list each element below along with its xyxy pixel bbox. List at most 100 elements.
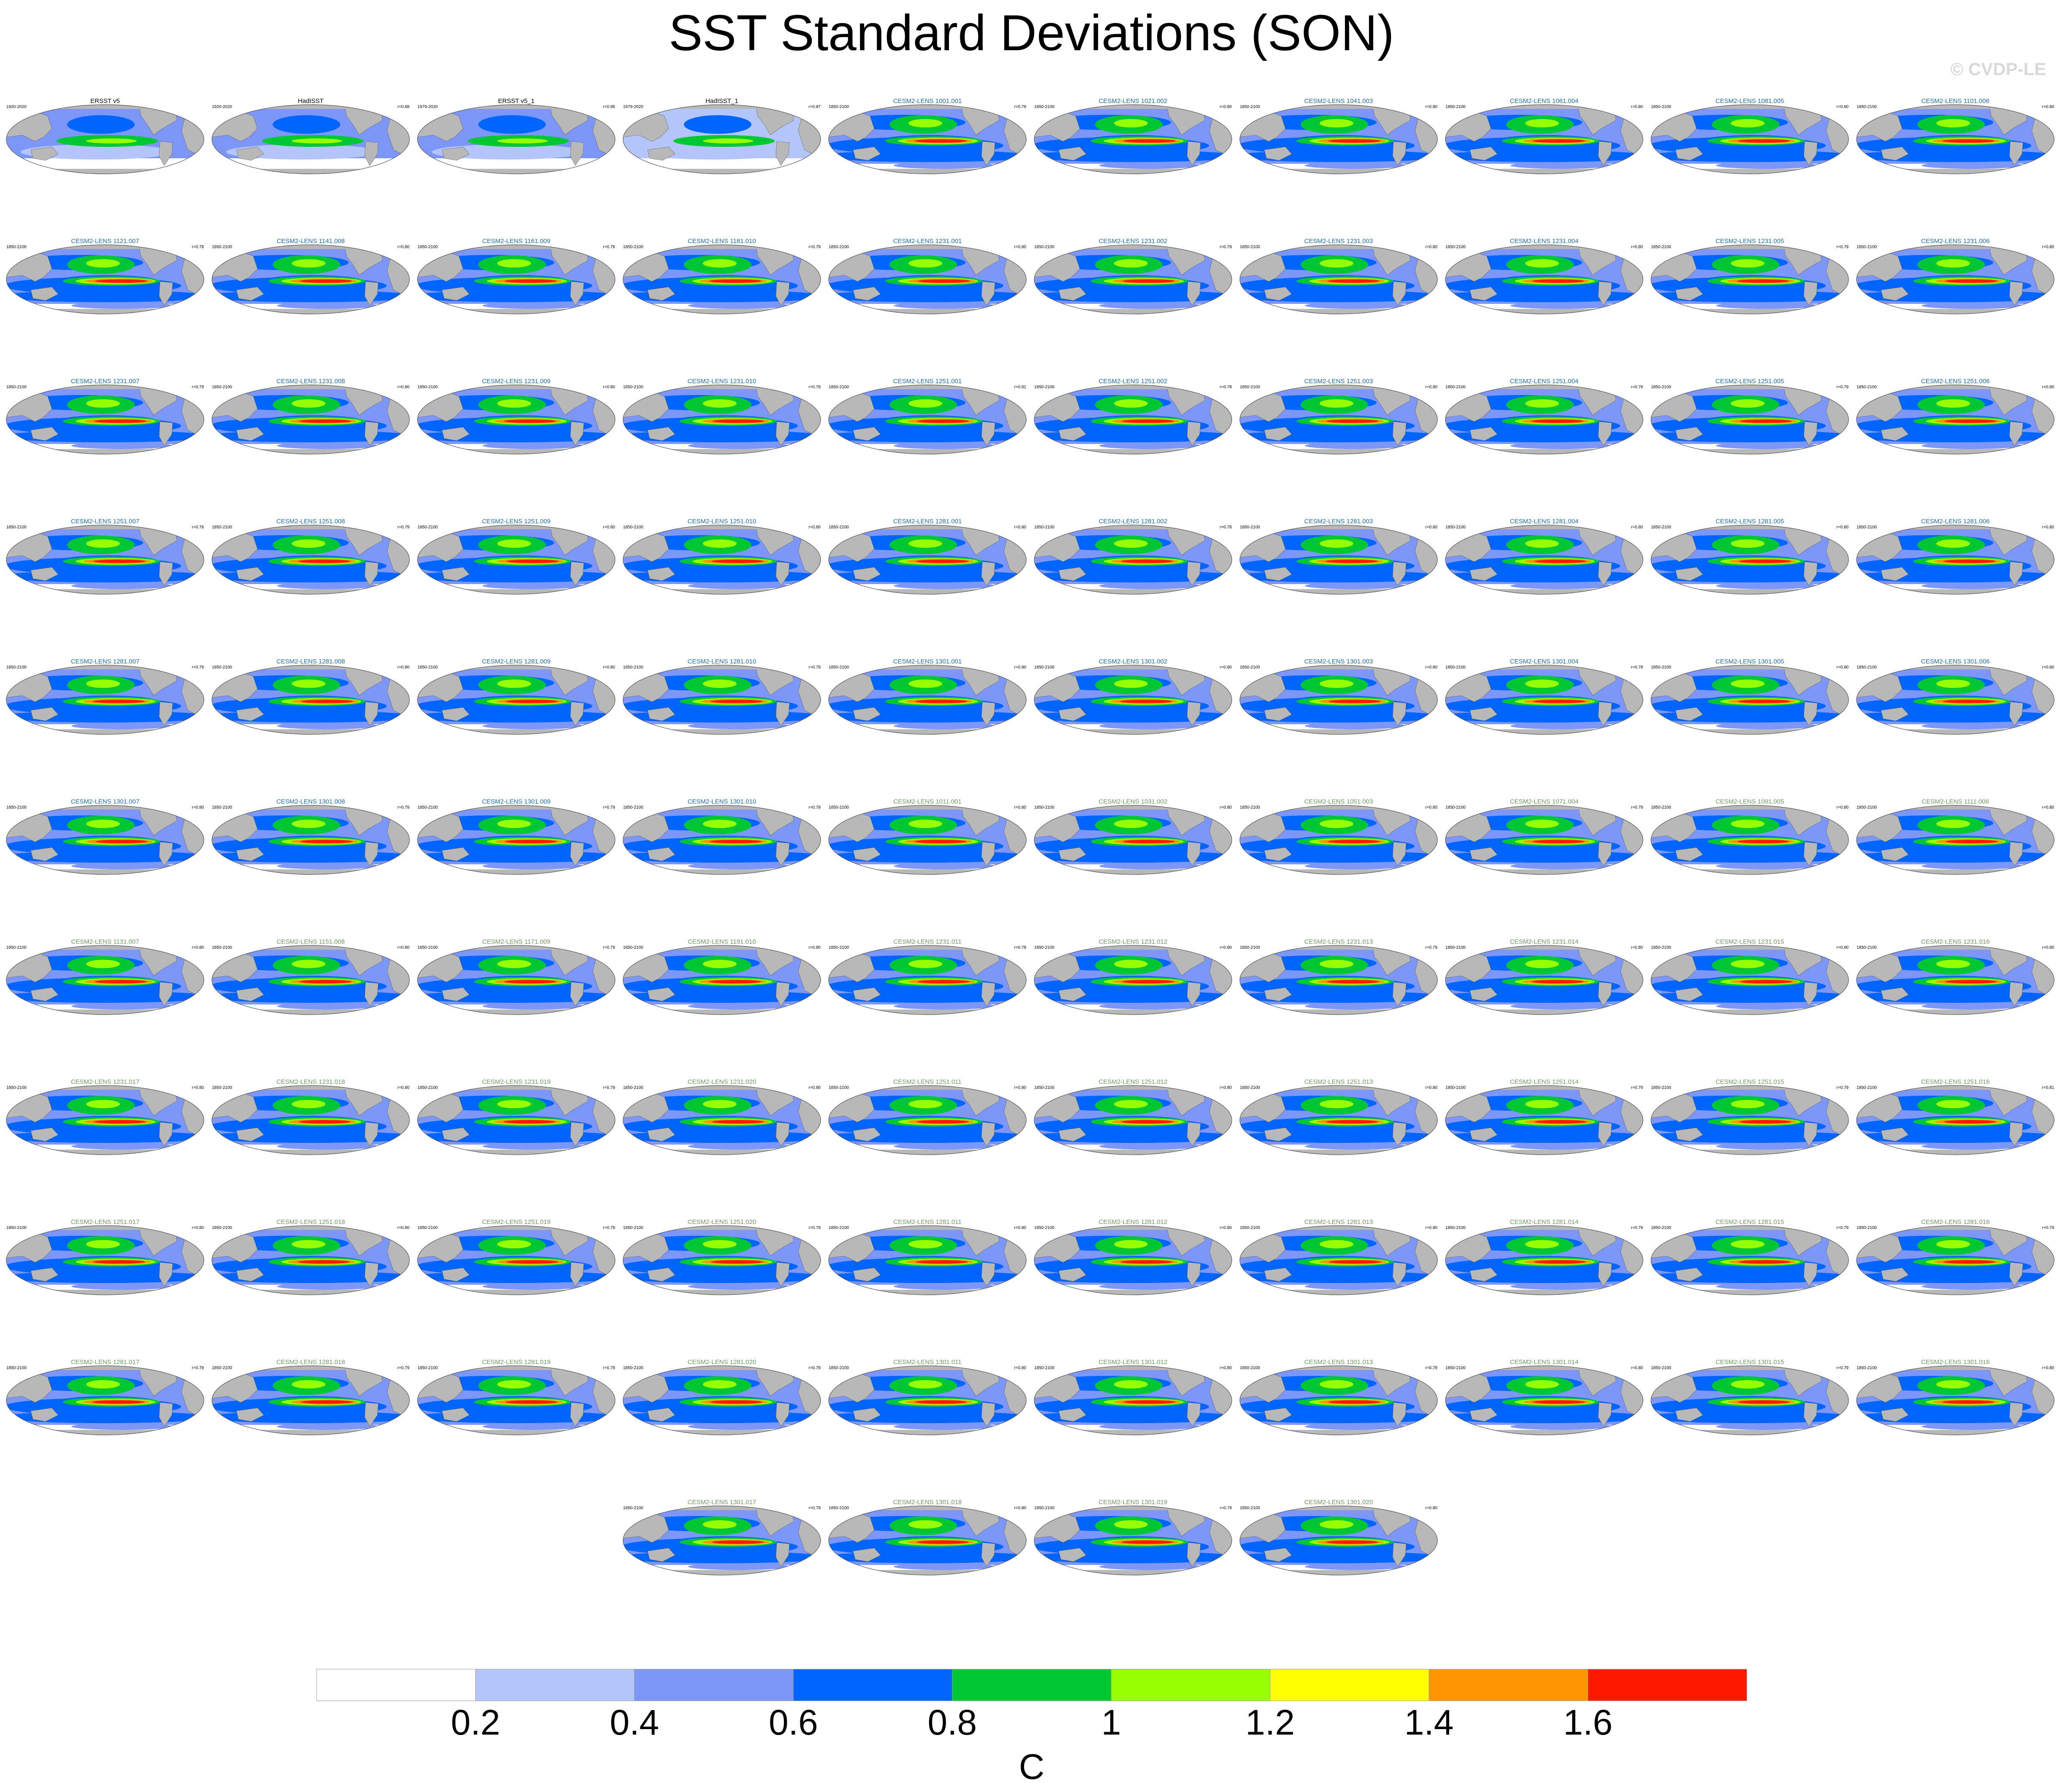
sst-field <box>417 665 615 734</box>
map-panel: CESM2-LENS 1231.006 1850-2100 r=0.80 <box>1856 238 2055 314</box>
panel-period: 1850-2100 <box>212 1366 232 1370</box>
map-panel: CESM2-LENS 1301.018 1850-2100 r=0.80 <box>828 1499 1027 1575</box>
sst-field <box>1857 385 2054 454</box>
map-panel: CESM2-LENS 1231.008 1850-2100 r=0.80 <box>211 378 410 455</box>
panel-period: 1850-2100 <box>1857 245 1877 249</box>
panel-period: 1850-2100 <box>1445 105 1466 109</box>
sst-field <box>212 1085 409 1155</box>
map-panel: CESM2-LENS 1231.004 1850-2100 r=0.80 <box>1445 238 1643 314</box>
map-panel: CESM2-LENS 1031.002 1850-2100 r=0.80 <box>1034 798 1232 875</box>
panel-title: CESM2-LENS 1231.005 <box>1716 238 1784 245</box>
panel-title: CESM2-LENS 1151.008 <box>277 938 344 945</box>
panel-title: CESM2-LENS 1281.012 <box>1099 1218 1168 1226</box>
sst-field <box>1034 945 1232 1015</box>
panel-title: CESM2-LENS 1301.012 <box>1099 1359 1168 1366</box>
map-panel: CESM2-LENS 1251.020 1850-2100 r=0.79 <box>623 1218 821 1295</box>
sst-field <box>1445 665 1643 734</box>
panel-correlation: r=0.80 <box>1631 525 1643 530</box>
panel-title: CESM2-LENS 1231.018 <box>277 1078 345 1085</box>
map-panel: CESM2-LENS 1251.004 1850-2100 r=0.79 <box>1445 378 1643 455</box>
sst-field <box>417 1226 615 1295</box>
map-panel: CESM2-LENS 1251.009 1850-2100 r=0.80 <box>417 518 615 595</box>
panel-correlation: r=0.79 <box>1631 385 1643 390</box>
sst-field <box>1445 245 1643 314</box>
panel-correlation: r=0.80 <box>1425 525 1437 530</box>
panel-correlation: r=0.80 <box>1631 245 1643 249</box>
panel-period: 1850-2100 <box>417 385 438 390</box>
panel-title: CESM2-LENS 1281.006 <box>1921 518 1990 525</box>
panel-correlation: r=0.80 <box>808 525 821 530</box>
sst-field <box>417 945 615 1015</box>
sst-field <box>1240 1366 1437 1435</box>
panel-period: 1850-2100 <box>417 945 438 950</box>
panel-title: CESM2-LENS 1071.004 <box>1510 798 1579 805</box>
panel-correlation: r=0.79 <box>1836 385 1849 390</box>
panel-period: 1850-2100 <box>623 1226 643 1230</box>
panel-title: CESM2-LENS 1251.008 <box>277 518 345 525</box>
panel-title: CESM2-LENS 1281.014 <box>1510 1218 1579 1226</box>
map-panel: CESM2-LENS 1301.006 1850-2100 r=0.80 <box>1856 658 2055 735</box>
sst-field <box>212 945 409 1015</box>
sst-field <box>212 525 409 594</box>
panel-correlation: r=0.80 <box>1014 1506 1026 1510</box>
panel-correlation: r=0.79 <box>1425 945 1437 950</box>
panel-title: CESM2-LENS 1131.007 <box>71 938 139 945</box>
panel-correlation: r=0.80 <box>1836 945 1849 950</box>
panel-period: 1850-2100 <box>1445 525 1466 530</box>
map-panel: CESM2-LENS 1251.001 1850-2100 r=0.81 <box>828 378 1027 455</box>
map-panel: CESM2-LENS 1231.017 1850-2100 r=0.80 <box>6 1078 204 1155</box>
panel-title: CESM2-LENS 1021.002 <box>1099 97 1168 105</box>
sst-field <box>1857 105 2054 174</box>
panel-period: 1850-2100 <box>6 245 27 249</box>
sst-field <box>623 245 821 314</box>
panel-period: 1850-2100 <box>1651 805 1671 810</box>
panel-correlation: r=0.79 <box>1836 1366 1849 1370</box>
panel-title: CESM2-LENS 1301.011 <box>893 1359 961 1366</box>
panel-period: 1850-2100 <box>1034 1085 1055 1090</box>
sst-field <box>6 245 204 314</box>
panel-correlation: r=0.80 <box>1014 1085 1026 1090</box>
map-panel: CESM2-LENS 1251.010 1850-2100 r=0.80 <box>623 518 821 595</box>
map-panel: CESM2-LENS 1251.012 1850-2100 r=0.80 <box>1034 1078 1232 1155</box>
panel-period: 1850-2100 <box>829 1506 849 1510</box>
panel-period: 1850-2100 <box>417 525 438 530</box>
sst-field <box>1445 385 1643 454</box>
panel-title: ERSST v5_1 <box>498 97 534 105</box>
map-panel: CESM2-LENS 1021.002 1850-2100 r=0.80 <box>1034 97 1232 174</box>
panel-correlation: r=0.78 <box>1425 1366 1437 1370</box>
panel-period: 1850-2100 <box>1034 385 1055 390</box>
map-panel: CESM2-LENS 1231.019 1850-2100 r=0.79 <box>417 1078 615 1155</box>
panel-period: 1850-2100 <box>212 245 232 249</box>
panel-title: CESM2-LENS 1301.004 <box>1510 658 1579 665</box>
map-panel: CESM2-LENS 1281.006 1850-2100 r=0.80 <box>1856 518 2055 595</box>
panel-period: 1850-2100 <box>212 805 232 810</box>
sst-field <box>623 105 821 174</box>
panel-correlation: r=0.78 <box>1220 525 1232 530</box>
panel-period: 1920-2020 <box>6 105 27 109</box>
panel-correlation: r=0.80 <box>192 1085 204 1090</box>
panel-title: CESM2-LENS 1281.020 <box>688 1359 756 1366</box>
map-panel: CESM2-LENS 1131.007 1850-2100 r=0.80 <box>6 938 204 1015</box>
map-panel: CESM2-LENS 1301.016 1850-2100 r=0.80 <box>1856 1359 2055 1435</box>
map-panel: CESM2-LENS 1281.017 1850-2100 r=0.79 <box>6 1359 204 1435</box>
panel-title: CESM2-LENS 1171.009 <box>482 938 550 945</box>
sst-field <box>623 1085 821 1155</box>
panel-title: CESM2-LENS 1301.014 <box>1510 1359 1579 1366</box>
map-panel: CESM2-LENS 1081.005 1850-2100 r=0.80 <box>1651 97 1849 174</box>
panel-period: 1850-2100 <box>1445 1226 1466 1230</box>
panel-correlation: r=0.79 <box>1220 1506 1232 1510</box>
panel-period: 1850-2100 <box>1034 945 1055 950</box>
panel-correlation: r=0.79 <box>808 245 821 249</box>
panel-correlation: r=0.79 <box>192 245 204 249</box>
map-panel: CESM2-LENS 1301.019 1850-2100 r=0.79 <box>1034 1499 1232 1575</box>
panel-title: CESM2-LENS 1301.018 <box>893 1499 962 1506</box>
map-panel: CESM2-LENS 1301.012 1850-2100 r=0.80 <box>1034 1359 1232 1435</box>
map-panel: CESM2-LENS 1301.015 1850-2100 r=0.79 <box>1651 1359 1849 1435</box>
panel-correlation: r=0.79 <box>192 1366 204 1370</box>
sst-field <box>6 1366 204 1435</box>
panel-correlation: r=0.78 <box>1014 945 1026 950</box>
panel-period: 1850-2100 <box>417 245 438 249</box>
panel-correlation: r=0.79 <box>603 805 615 810</box>
map-panel: CESM2-LENS 1301.011 1850-2100 r=0.80 <box>828 1359 1027 1435</box>
